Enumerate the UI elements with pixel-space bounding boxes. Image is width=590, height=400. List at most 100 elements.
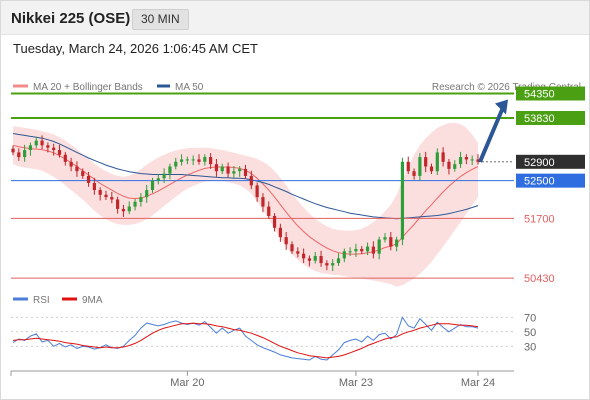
instrument-title: Nikkei 225 (OSE) bbox=[11, 10, 131, 27]
candle-body bbox=[28, 145, 33, 151]
candle-body bbox=[406, 161, 410, 172]
candle-body bbox=[139, 197, 143, 202]
forecast-arrow-shaft bbox=[478, 106, 505, 163]
candle-body bbox=[116, 199, 120, 209]
rsi-ma-legend-label: 9MA bbox=[82, 295, 103, 306]
forecast-arrow-head bbox=[495, 99, 508, 115]
x-tick-label: Mar 20 bbox=[170, 377, 204, 389]
candle-body bbox=[92, 183, 96, 191]
candle-body bbox=[104, 194, 108, 198]
candle-body bbox=[400, 161, 405, 240]
candle-body bbox=[267, 206, 271, 216]
candle-body bbox=[371, 246, 375, 254]
level-label-54350: 54350 bbox=[524, 88, 555, 100]
candle-body bbox=[168, 166, 172, 174]
timeframe-badge[interactable]: 30 MIN bbox=[132, 9, 189, 30]
candle-body bbox=[179, 159, 184, 162]
level-label-50430: 50430 bbox=[524, 273, 555, 285]
candle-body bbox=[127, 206, 131, 212]
candle-body bbox=[75, 166, 79, 172]
bollinger-band-area bbox=[13, 122, 478, 287]
candle-body bbox=[319, 256, 323, 264]
candle-body bbox=[191, 159, 195, 161]
candle-body bbox=[377, 239, 381, 254]
candle-body bbox=[214, 164, 219, 172]
candle-body bbox=[34, 140, 38, 146]
level-label-52500: 52500 bbox=[524, 176, 555, 188]
candle-body bbox=[86, 175, 91, 183]
candle-body bbox=[11, 148, 15, 153]
candle-body bbox=[365, 246, 370, 252]
candle-body bbox=[52, 147, 56, 151]
candle-body bbox=[470, 159, 474, 161]
candle-body bbox=[284, 237, 288, 245]
chart-header: Nikkei 225 (OSE) 30 MIN bbox=[1, 1, 589, 35]
candle-body bbox=[81, 171, 85, 176]
candle-body bbox=[313, 256, 317, 261]
candle-body bbox=[232, 171, 236, 174]
candle-body bbox=[63, 154, 67, 162]
candle-body bbox=[296, 251, 300, 254]
candle-body bbox=[476, 159, 480, 162]
candle-body bbox=[453, 164, 457, 169]
candle-body bbox=[133, 201, 137, 207]
candle-body bbox=[197, 159, 201, 162]
rsi-tick-70: 70 bbox=[524, 312, 536, 324]
candle-body bbox=[412, 171, 416, 176]
candle-body bbox=[156, 178, 160, 181]
candle-body bbox=[272, 215, 277, 228]
candle-body bbox=[226, 166, 230, 174]
candle-body bbox=[435, 152, 439, 172]
candle-body bbox=[243, 168, 248, 176]
candle-body bbox=[336, 258, 341, 264]
rsi-line bbox=[12, 316, 479, 361]
candle-body bbox=[17, 152, 21, 158]
candle-body bbox=[46, 145, 50, 148]
candle-body bbox=[395, 239, 399, 247]
candle-body bbox=[121, 208, 126, 212]
level-label-51700: 51700 bbox=[524, 213, 555, 225]
candle-body bbox=[383, 237, 387, 240]
level-tag-52500 bbox=[516, 173, 585, 188]
level-tag-53830 bbox=[516, 110, 585, 125]
candle-body bbox=[261, 197, 265, 207]
candle-body bbox=[424, 157, 428, 167]
x-tick-label: Mar 24 bbox=[461, 377, 495, 389]
candle-body bbox=[150, 180, 155, 191]
candle-body bbox=[354, 248, 358, 252]
candle-body bbox=[348, 251, 352, 253]
timestamp: Tuesday, March 24, 2026 1:06:45 AM CET bbox=[13, 41, 258, 56]
candle-body bbox=[302, 253, 306, 259]
candle-body bbox=[389, 237, 393, 247]
ma50-legend-label: MA 50 bbox=[175, 82, 204, 93]
candle-body bbox=[23, 150, 27, 158]
candle-body bbox=[255, 185, 259, 198]
level-label-52900: 52900 bbox=[524, 157, 555, 169]
candle-body bbox=[325, 263, 329, 266]
rsi-tick-30: 30 bbox=[524, 341, 536, 353]
candle-body bbox=[249, 175, 253, 186]
candle-body bbox=[447, 161, 451, 169]
x-tick-label: Mar 23 bbox=[339, 377, 373, 389]
level-tag-54350 bbox=[516, 86, 585, 101]
candle-body bbox=[307, 258, 312, 261]
candle-body bbox=[69, 161, 73, 167]
candle-body bbox=[331, 263, 335, 266]
candle-body bbox=[203, 157, 207, 162]
candle-body bbox=[145, 190, 149, 198]
candle-body bbox=[238, 168, 242, 172]
candle-body bbox=[185, 159, 189, 161]
copyright-text: Research © 2026 Trading Central bbox=[432, 82, 581, 93]
candle-body bbox=[174, 161, 178, 167]
candle-body bbox=[464, 157, 468, 160]
bollinger-legend-label: MA 20 + Bollinger Bands bbox=[33, 82, 143, 93]
candle-body bbox=[220, 166, 224, 172]
candle-body bbox=[429, 166, 434, 172]
candle-body bbox=[162, 173, 166, 179]
candle-body bbox=[209, 157, 213, 165]
candle-body bbox=[98, 190, 102, 195]
candle-body bbox=[360, 248, 364, 252]
candle-body bbox=[290, 244, 294, 252]
candle-body bbox=[458, 157, 463, 165]
